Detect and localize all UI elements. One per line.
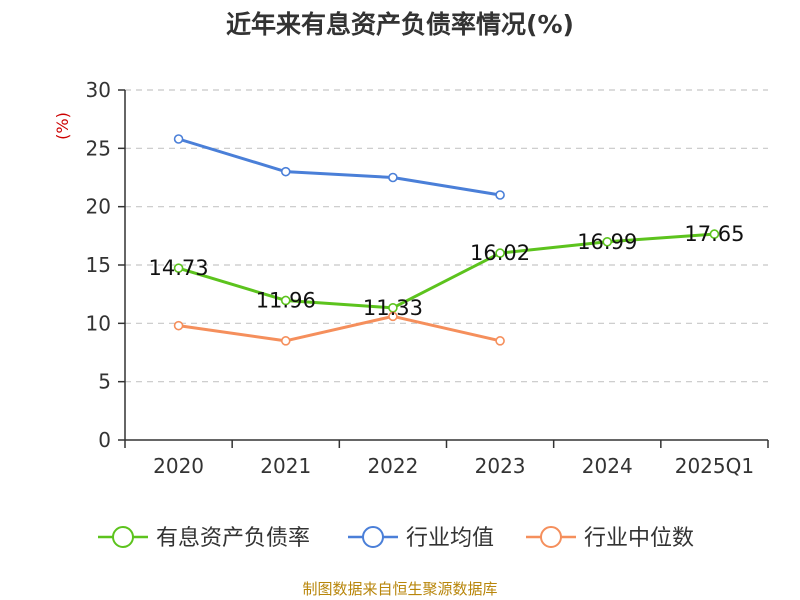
- data-point: [280, 166, 291, 177]
- data-point: [173, 263, 184, 273]
- data-point: [173, 134, 184, 144]
- data-label: 11.33: [363, 296, 423, 320]
- gridlines: [125, 89, 768, 383]
- legend-label: 有息资产负债率: [156, 526, 310, 551]
- legend: 有息资产负债率 行业均值 行业中位数: [98, 526, 694, 551]
- x-tick-label: 2025Q1: [675, 454, 754, 478]
- data-point: [495, 248, 505, 258]
- data-point: [280, 336, 291, 346]
- y-tick-label: 0: [98, 428, 111, 452]
- series-line: [178, 137, 501, 197]
- series-line: [178, 232, 715, 310]
- x-axis-ticks: 2020 2021 2022 2023 2024 2025Q1: [124, 440, 769, 478]
- y-tick-label: 30: [86, 78, 111, 102]
- data-point: [602, 236, 613, 247]
- legend-marker: [112, 526, 134, 548]
- y-axis-unit-label: (%): [53, 112, 72, 140]
- y-axis-ticks: 0 5 10 15 20 25 30: [86, 78, 125, 452]
- x-tick-label: 2022: [367, 454, 418, 478]
- y-tick-label: 25: [86, 136, 111, 160]
- x-tick-label: 2020: [153, 454, 204, 478]
- series-group: [173, 134, 720, 346]
- data-point: [388, 172, 398, 183]
- legend-label: 行业中位数: [584, 526, 694, 551]
- data-label: 14.73: [149, 256, 209, 280]
- data-label: 17.65: [684, 222, 744, 246]
- legend-marker: [362, 526, 384, 548]
- data-point: [495, 190, 505, 200]
- data-point: [709, 229, 720, 239]
- data-point: [388, 311, 398, 322]
- data-point: [495, 336, 505, 346]
- legend-marker: [540, 526, 562, 548]
- source-note: 制图数据来自恒生聚源数据库: [302, 580, 497, 598]
- data-label: 16.02: [470, 241, 530, 265]
- x-tick-label: 2023: [475, 454, 526, 478]
- y-tick-label: 15: [86, 253, 111, 277]
- chart-title: 近年来有息资产负债率情况(%): [226, 10, 574, 39]
- legend-label: 行业均值: [406, 526, 494, 551]
- data-labels: 14.73 11.96 11.33 16.02 16.99 17.65: [149, 222, 745, 320]
- data-label: 11.96: [256, 288, 316, 312]
- y-tick-label: 20: [86, 195, 111, 219]
- data-point: [280, 295, 291, 306]
- x-tick-label: 2024: [582, 454, 633, 478]
- y-tick-label: 10: [86, 311, 111, 335]
- data-point: [173, 320, 184, 331]
- x-tick-label: 2021: [260, 454, 311, 478]
- y-tick-label: 5: [98, 370, 111, 394]
- data-label: 16.99: [577, 230, 637, 254]
- series-line: [178, 314, 501, 343]
